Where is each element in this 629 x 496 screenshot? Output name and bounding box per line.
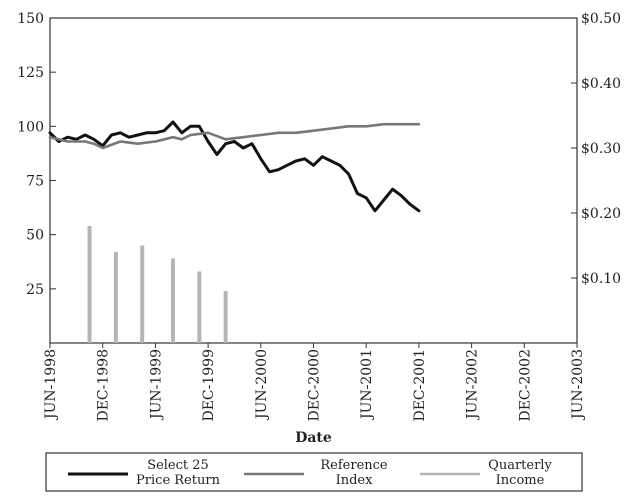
- right-y-tick-label: $0.10: [581, 271, 621, 287]
- income-bar: [87, 226, 92, 343]
- legend-label-line2: Income: [496, 473, 545, 488]
- legend-label-line1: Reference: [320, 458, 388, 473]
- x-tick-label: JUN-1998: [43, 349, 59, 421]
- left-y-tick-label: 50: [26, 228, 44, 244]
- x-tick-label: JUN-2003: [570, 349, 586, 421]
- legend-box: [45, 452, 583, 492]
- right-y-tick-label: $0.40: [581, 76, 621, 92]
- legend-label-line1: Quarterly: [488, 458, 552, 473]
- x-axis-label: Date: [295, 430, 332, 446]
- x-tick-label: JUN-2001: [359, 349, 375, 421]
- left-y-tick-label: 100: [17, 119, 44, 135]
- right-y-axis: $0.10 $0.20 $0.30 $0.40 $0.50: [571, 11, 621, 287]
- select-25-line: [48, 120, 421, 213]
- income-bars: [87, 226, 228, 343]
- right-y-tick-label: $0.20: [581, 206, 621, 222]
- right-y-tick-label: $0.30: [581, 141, 621, 157]
- left-y-axis: 25 50 75 100 125 150: [17, 11, 56, 298]
- x-tick-label: DEC-2001: [412, 349, 428, 422]
- income-bar: [140, 245, 145, 343]
- left-y-tick-label: 25: [26, 282, 44, 298]
- x-tick-label: DEC-1999: [201, 349, 217, 422]
- legend-label-line2: Price Return: [136, 473, 221, 488]
- legend-label-line1: Select 25: [147, 458, 209, 473]
- series-lines: [48, 120, 421, 213]
- x-tick-label: JUN-1999: [148, 349, 164, 421]
- x-axis: JUN-1998 DEC-1998 JUN-1999 DEC-1999 JUN-2000…: [43, 343, 586, 422]
- left-y-tick-label: 125: [17, 65, 44, 81]
- left-y-tick-label: 75: [26, 174, 44, 190]
- income-bar: [113, 252, 118, 343]
- income-bar: [170, 258, 175, 343]
- right-y-tick-label: $0.50: [581, 11, 621, 27]
- income-bar: [223, 291, 228, 343]
- left-y-tick-label: 150: [17, 11, 44, 27]
- x-tick-label: JUN-2002: [465, 349, 481, 421]
- reference-index-line: [48, 122, 421, 150]
- x-tick-label: DEC-1998: [96, 349, 112, 422]
- income-bar: [197, 271, 202, 343]
- plot-area: [49, 17, 578, 344]
- legend-label-line2: Index: [336, 473, 374, 488]
- x-tick-label: DEC-2002: [517, 349, 533, 422]
- x-tick-label: JUN-2000: [254, 349, 270, 421]
- x-tick-label: DEC-2000: [307, 349, 323, 422]
